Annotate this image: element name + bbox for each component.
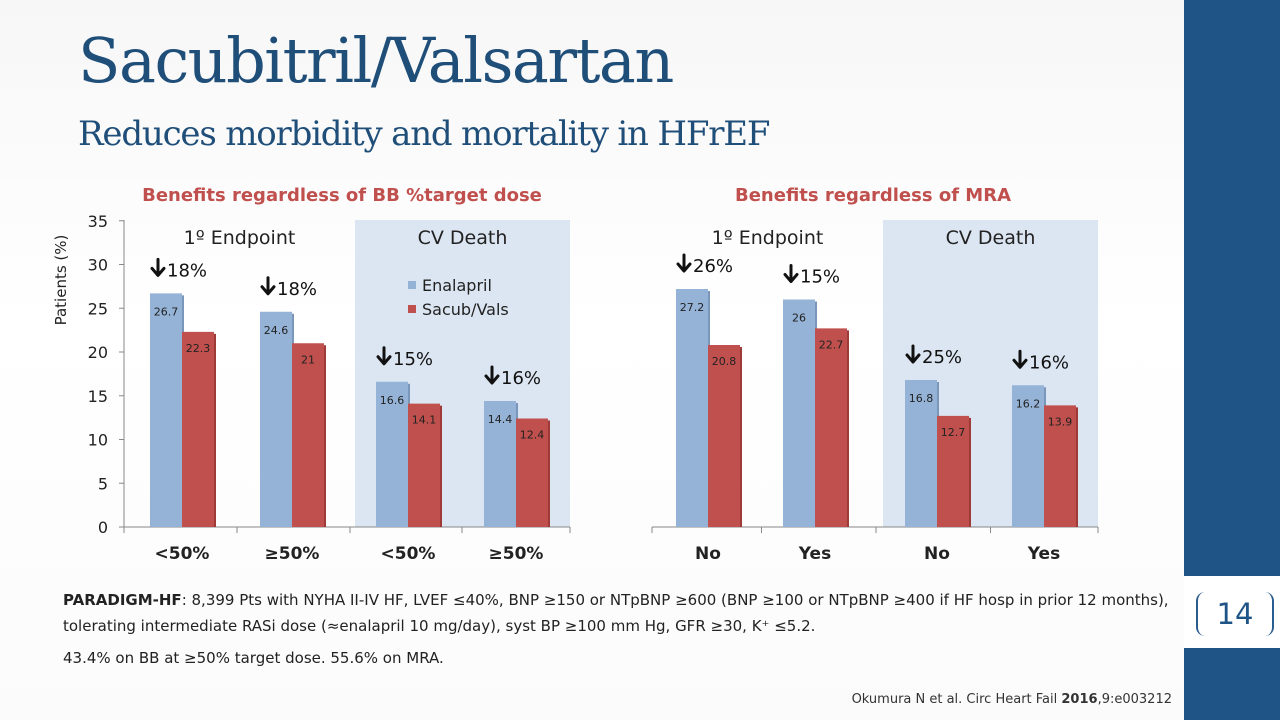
chart1-bar-enalapril xyxy=(484,401,516,527)
chart1-bar-enalapril xyxy=(376,381,408,527)
chart2-data-label-enalapril: 26 xyxy=(792,312,806,325)
page-number-frame xyxy=(1196,592,1274,636)
chart1-bar-sacub-vals-shadow xyxy=(214,333,216,527)
chart1-panel-label: 1º Endpoint xyxy=(184,227,296,249)
chart1-data-label-enalapril: 16.6 xyxy=(380,394,405,407)
chart2-bar-sacub-vals xyxy=(815,328,847,527)
chart1-reduction-label: 18% xyxy=(167,260,207,281)
chart2-data-label-enalapril: 16.2 xyxy=(1016,397,1041,410)
chart2-category-label: Yes xyxy=(798,544,831,564)
chart2-panel-label: 1º Endpoint xyxy=(712,227,824,249)
chart2-data-label-sacub-vals: 20.8 xyxy=(712,355,737,368)
chart1-category-label: ≥50% xyxy=(489,544,544,564)
chart2-bar-enalapril xyxy=(905,380,937,527)
chart2-bar-sacub-vals-shadow xyxy=(847,330,849,527)
chart2-bar-sacub-vals xyxy=(937,415,969,527)
chart1-y-tick-label: 10 xyxy=(88,431,108,450)
chart1-reduction-label: 15% xyxy=(393,349,433,370)
chart1-bar-sacub-vals xyxy=(408,403,440,527)
chart1-down-arrow-icon xyxy=(260,276,276,296)
chart1-legend-swatch-sacub-vals xyxy=(408,305,416,313)
chart2-down-arrow-icon xyxy=(676,253,692,273)
chart2-bar-sacub-vals-shadow xyxy=(1076,407,1078,527)
chart1-data-label-enalapril: 14.4 xyxy=(488,413,513,426)
chart2-data-label-enalapril: 27.2 xyxy=(680,301,705,314)
chart1-bar-sacub-vals-shadow xyxy=(324,345,326,527)
chart1-bar-sacub-vals xyxy=(182,331,214,527)
bb-mra-summary: 43.4% on BB at ≥50% target dose. 55.6% o… xyxy=(63,649,444,667)
chart1-data-label-sacub-vals: 12.4 xyxy=(520,429,545,442)
chart2-panel-label: CV Death xyxy=(946,227,1036,249)
chart1-down-arrow-icon xyxy=(376,346,392,366)
chart2-data-label-sacub-vals: 13.9 xyxy=(1048,415,1073,428)
chart1-down-arrow-icon xyxy=(484,365,500,385)
chart1-bar-sacub-vals-shadow xyxy=(548,420,550,527)
chart2-data-label-enalapril: 16.8 xyxy=(909,392,934,405)
chart1-data-label-sacub-vals: 21 xyxy=(301,353,315,366)
citation-authors: Okumura N et al. Circ Heart Fail xyxy=(851,692,1062,707)
citation-ref: ,9:e003212 xyxy=(1097,692,1172,707)
trial-criteria: : 8,399 Pts with NYHA II-IV HF, LVEF ≤40… xyxy=(63,591,1169,635)
chart1-data-label-sacub-vals: 22.3 xyxy=(186,342,211,355)
chart1-bar-sacub-vals-shadow xyxy=(440,405,442,527)
chart1-y-tick-label: 15 xyxy=(88,387,108,406)
chart2-reduction-label: 25% xyxy=(922,347,962,368)
chart1-y-tick-label: 0 xyxy=(98,518,108,537)
chart2-bar-sacub-vals-shadow xyxy=(740,347,742,527)
chart1-y-tick-label: 5 xyxy=(98,474,108,493)
chart2-data-label-sacub-vals: 22.7 xyxy=(819,338,844,351)
chart2-reduction-label: 15% xyxy=(800,267,840,288)
chart1-bar-sacub-vals xyxy=(292,343,324,527)
chart2-category-label: No xyxy=(924,544,950,564)
chart2-bar-enalapril xyxy=(783,299,815,527)
trial-description: PARADIGM-HF: 8,399 Pts with NYHA II-IV H… xyxy=(63,587,1173,639)
slide-title: Sacubitril/Valsartan xyxy=(78,24,674,97)
charts-canvas: 1º Endpoint CV Death Benefits regardless o… xyxy=(52,185,1099,564)
page-number-band xyxy=(1184,576,1280,648)
chart1-y-axis-label: Patients (%) xyxy=(52,235,70,326)
chart1-bar-enalapril xyxy=(150,293,182,527)
chart2-category-label: No xyxy=(695,544,721,564)
chart1-reduction-label: 18% xyxy=(277,279,317,300)
chart1-panel-label: CV Death xyxy=(418,227,508,249)
chart2-down-arrow-icon xyxy=(783,264,799,283)
chart2-bar-sacub-vals-shadow xyxy=(969,417,971,527)
chart1-category-label: <50% xyxy=(155,544,210,564)
slide-subtitle: Reduces morbidity and mortality in HFrEF xyxy=(78,114,770,154)
chart1-reduction-label: 16% xyxy=(501,368,541,389)
chart1-bar-enalapril xyxy=(260,311,292,527)
chart2-data-label-sacub-vals: 12.7 xyxy=(941,426,966,439)
chart1-title: Benefits regardless of BB %target dose xyxy=(142,185,542,206)
chart1-data-label-enalapril: 26.7 xyxy=(154,305,179,318)
chart1-bar-sacub-vals xyxy=(516,418,548,527)
chart1-legend-label-enalapril: Enalapril xyxy=(422,276,492,295)
chart1-y-tick-label: 20 xyxy=(88,343,108,362)
chart2-bar-sacub-vals xyxy=(708,345,740,527)
chart1-data-label-enalapril: 24.6 xyxy=(264,324,289,337)
chart1-category-label: <50% xyxy=(381,544,436,564)
chart2-bar-enalapril xyxy=(1012,385,1044,527)
chart1-down-arrow-icon xyxy=(150,257,166,277)
chart2-reduction-label: 16% xyxy=(1029,352,1069,373)
chart2-title: Benefits regardless of MRA xyxy=(735,185,1011,206)
page-number: 14 xyxy=(1216,597,1254,631)
chart1-legend-swatch-enalapril xyxy=(408,281,416,289)
chart2-bar-sacub-vals xyxy=(1044,405,1076,527)
chart2-bar-enalapril xyxy=(676,289,708,527)
chart1-data-label-sacub-vals: 14.1 xyxy=(412,414,437,427)
chart1-y-tick-label: 30 xyxy=(88,256,108,275)
chart2-reduction-label: 26% xyxy=(693,256,733,277)
chart1-y-tick-label: 35 xyxy=(88,212,108,231)
chart2-down-arrow-icon xyxy=(905,344,921,364)
trial-name: PARADIGM-HF xyxy=(63,591,182,609)
chart1-y-tick-label: 25 xyxy=(88,299,108,318)
citation-year: 2016 xyxy=(1061,692,1098,707)
chart1-legend-label-sacub-vals: Sacub/Vals xyxy=(422,300,509,319)
chart2-down-arrow-icon xyxy=(1012,349,1028,369)
citation: Okumura N et al. Circ Heart Fail 2016,9:… xyxy=(852,692,1172,707)
chart1-category-label: ≥50% xyxy=(265,544,320,564)
chart2-category-label: Yes xyxy=(1027,544,1060,564)
